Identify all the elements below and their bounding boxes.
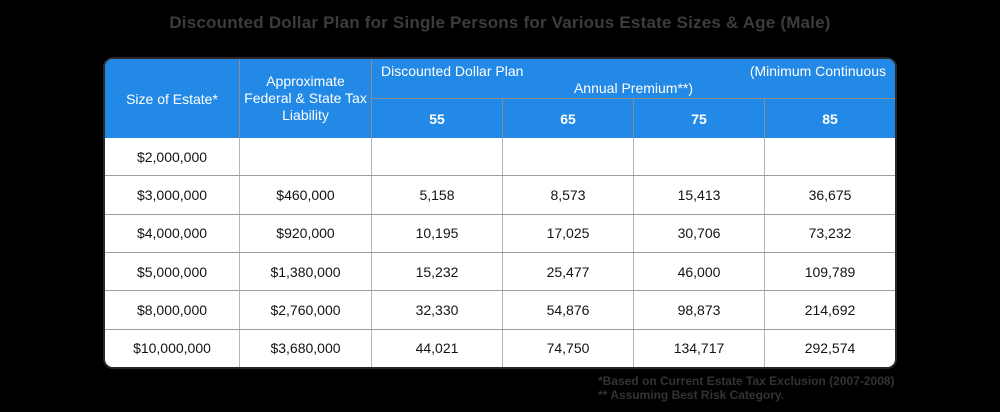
page-title: Discounted Dollar Plan for Single Person… [169, 13, 831, 32]
table-row: $5,000,000 $1,380,000 15,232 25,477 46,0… [105, 251, 895, 291]
table-cell: 5,158 [371, 176, 502, 214]
table-cell: 74,750 [502, 329, 633, 367]
table-cell: 46,000 [633, 252, 764, 291]
table-body: $2,000,000 $3,000,000 $460,000 5,158 8,5… [105, 138, 895, 367]
table-cell: $460,000 [239, 176, 371, 214]
table-cell [633, 138, 764, 176]
header-plan-label-left: Discounted Dollar Plan [381, 63, 524, 79]
table-row: $8,000,000 $2,760,000 32,330 54,876 98,8… [105, 290, 895, 329]
header-age-65: 65 [502, 99, 633, 138]
table-cell: 17,025 [502, 214, 633, 252]
header-size-of-estate: Size of Estate* [126, 90, 218, 107]
table-cell: 73,232 [764, 214, 895, 252]
table-cell: 25,477 [502, 252, 633, 291]
premium-table-card: Size of Estate* Approximate Federal & St… [103, 57, 897, 369]
table-cell: $2,760,000 [239, 291, 371, 329]
table-cell [502, 138, 633, 176]
table-cell [764, 138, 895, 176]
table-cell: 214,692 [764, 291, 895, 329]
table-cell: 109,789 [764, 252, 895, 291]
header-age-row: 55 65 75 85 [372, 99, 895, 138]
table-cell: 292,574 [764, 329, 895, 367]
table-cell: 15,413 [633, 176, 764, 214]
header-tax-liability: Approximate Federal & State Tax Liabilit… [239, 59, 371, 138]
header-plan-label-line2: Annual Premium**) [573, 80, 694, 96]
table-cell: 15,232 [371, 252, 502, 291]
header-age-85: 85 [764, 99, 895, 138]
footnotes: *Based on Current Estate Tax Exclusion (… [598, 374, 895, 402]
footnote-line-2: ** Assuming Best Risk Category. [598, 388, 785, 402]
table-cell [239, 138, 371, 176]
table-cell: 10,195 [371, 214, 502, 252]
table-cell: 54,876 [502, 291, 633, 329]
table-cell [371, 138, 502, 176]
table-cell: 98,873 [633, 291, 764, 329]
table-cell: $1,380,000 [239, 252, 371, 291]
table-header: Size of Estate* Approximate Federal & St… [105, 59, 895, 138]
table-cell: 8,573 [502, 176, 633, 214]
table-cell: 134,717 [633, 329, 764, 367]
table-cell: 32,330 [371, 291, 502, 329]
table-cell: 44,021 [371, 329, 502, 367]
table-row: $2,000,000 [105, 138, 895, 176]
table-cell: 36,675 [764, 176, 895, 214]
table-cell: $3,000,000 [136, 186, 208, 203]
table-cell: $4,000,000 [136, 225, 208, 242]
header-plan-label-right: (Minimum Continuous [749, 63, 886, 79]
footnote-line-1: *Based on Current Estate Tax Exclusion (… [598, 374, 895, 388]
table-cell: $3,680,000 [239, 329, 371, 367]
table-cell: $10,000,000 [133, 340, 211, 357]
table-row: $10,000,000 $3,680,000 44,021 74,750 134… [105, 328, 895, 367]
table-row: $4,000,000 $920,000 10,195 17,025 30,706… [105, 213, 895, 252]
header-plan-group-label: Discounted Dollar Plan (Minimum Continuo… [372, 59, 895, 99]
header-age-75: 75 [633, 99, 764, 138]
table-cell: 30,706 [633, 214, 764, 252]
table-cell: $5,000,000 [136, 263, 208, 280]
table-cell: $8,000,000 [136, 301, 208, 318]
header-age-55: 55 [429, 110, 445, 127]
table-row: $3,000,000 $460,000 5,158 8,573 15,413 3… [105, 175, 895, 214]
header-plan-group: Discounted Dollar Plan (Minimum Continuo… [371, 59, 895, 138]
table-cell: $920,000 [239, 214, 371, 252]
table-cell: $2,000,000 [136, 148, 208, 165]
